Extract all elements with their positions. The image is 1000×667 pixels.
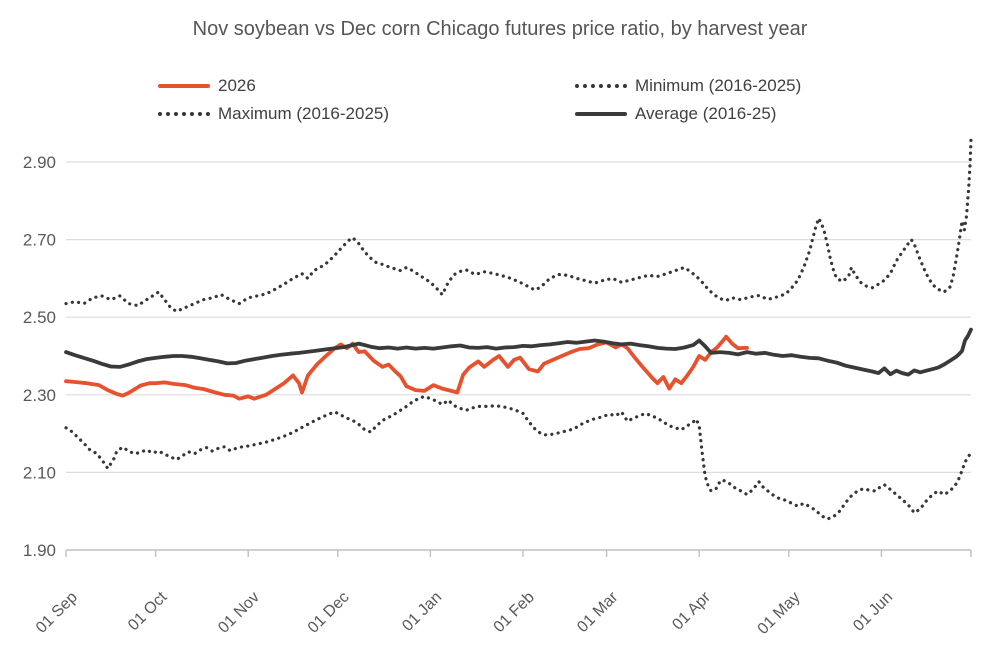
- x-tick-label: 01 Jan: [399, 589, 445, 635]
- legend-item-maximum[interactable]: Maximum (2016-2025): [158, 103, 389, 125]
- legend-swatch-minimum-dotted: [575, 84, 627, 88]
- y-tick-label: 2.10: [23, 463, 56, 482]
- legend-label: Minimum (2016-2025): [635, 76, 802, 95]
- chart-title: Nov soybean vs Dec corn Chicago futures …: [192, 18, 808, 40]
- legend-swatch-maximum-dotted: [158, 112, 210, 116]
- y-tick-label: 2.50: [23, 308, 56, 327]
- legend-label: Maximum (2016-2025): [218, 104, 390, 123]
- series-2026-line: [64, 334, 749, 401]
- x-tick-label: 01 Apr: [669, 588, 714, 633]
- x-tick-label: 01 Nov: [215, 589, 263, 637]
- series-minimum-2016-2025-line: [64, 394, 973, 521]
- legend-item-minimum[interactable]: Minimum (2016-2025): [575, 75, 801, 97]
- y-tick-label: 2.30: [23, 386, 56, 405]
- x-tick-label: 01 Mar: [574, 588, 622, 636]
- legend-swatch-2026-line: [158, 84, 210, 88]
- x-tick-label: 01 Oct: [125, 588, 171, 634]
- legend-item-average[interactable]: Average (2016-25): [575, 103, 776, 125]
- legend-swatch-average-line: [575, 112, 627, 116]
- x-tick-label: 01 Jun: [850, 589, 896, 635]
- legend-label: 2026: [218, 76, 256, 95]
- x-tick-label: 01 Dec: [305, 589, 353, 637]
- x-tick-label: 01 May: [755, 589, 804, 638]
- legend-item-2026[interactable]: 2026: [158, 75, 256, 97]
- legend-label: Average (2016-25): [635, 104, 777, 123]
- x-tick-label: 01 Sep: [33, 589, 81, 637]
- y-tick-label: 2.70: [23, 231, 56, 250]
- series-average-2016-25-line: [64, 327, 973, 377]
- y-tick-label: 2.90: [23, 153, 56, 172]
- y-tick-label: 1.90: [23, 541, 56, 560]
- x-tick-label: 01 Feb: [491, 589, 538, 636]
- series-maximum-2016-2025-line: [64, 137, 973, 313]
